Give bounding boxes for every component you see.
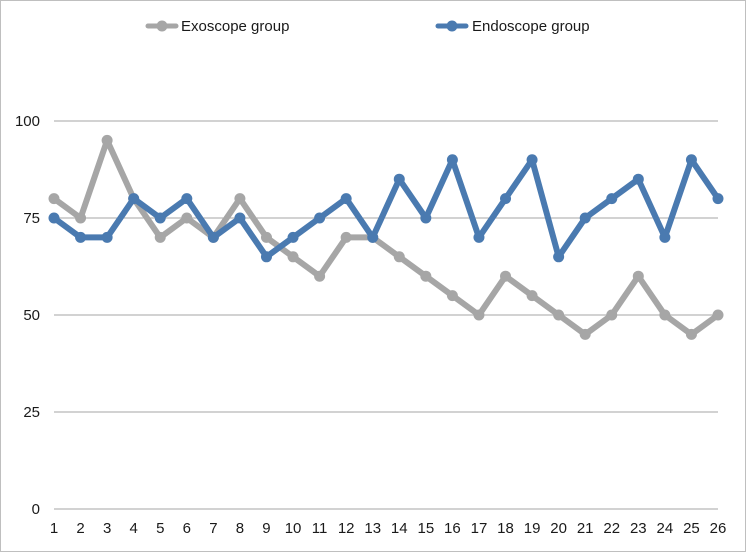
- data-point: [367, 231, 379, 243]
- y-tick-label: 0: [32, 501, 40, 518]
- data-point: [632, 173, 644, 185]
- x-tick-label: 6: [183, 520, 191, 537]
- data-point: [446, 154, 458, 166]
- data-point: [420, 270, 432, 282]
- data-point: [526, 290, 538, 302]
- data-point: [75, 212, 87, 224]
- data-point: [154, 231, 166, 243]
- data-point: [606, 309, 618, 321]
- data-point: [473, 309, 485, 321]
- y-tick-label: 75: [23, 210, 40, 227]
- data-point: [287, 231, 299, 243]
- data-point: [659, 309, 671, 321]
- data-point: [685, 328, 697, 340]
- data-point: [579, 328, 591, 340]
- series-2: [48, 154, 724, 263]
- data-point: [393, 251, 405, 263]
- data-point: [340, 231, 352, 243]
- data-point: [526, 154, 538, 166]
- data-point: [340, 193, 352, 205]
- data-point: [154, 212, 166, 224]
- legend-label: Endoscope group: [472, 18, 590, 35]
- legend-swatch-marker: [446, 20, 458, 32]
- x-tick-label: 3: [103, 520, 111, 537]
- x-tick-label: 13: [364, 520, 381, 537]
- data-point: [260, 251, 272, 263]
- data-point: [579, 212, 591, 224]
- data-point: [314, 212, 326, 224]
- x-tick-label: 16: [444, 520, 461, 537]
- x-tick-label: 12: [338, 520, 355, 537]
- legend: Exoscope group Endoscope group: [145, 18, 590, 35]
- x-tick-label: 20: [550, 520, 567, 537]
- data-point: [632, 270, 644, 282]
- series-layer: [48, 134, 724, 340]
- y-axis-tick-labels: 0 25 50 75 100: [15, 113, 40, 518]
- x-tick-label: 10: [285, 520, 302, 537]
- data-point: [234, 193, 246, 205]
- data-point: [75, 231, 87, 243]
- x-tick-label: 19: [524, 520, 541, 537]
- data-point: [181, 212, 193, 224]
- x-tick-label: 9: [262, 520, 270, 537]
- legend-label: Exoscope group: [181, 18, 289, 35]
- series-line: [51, 156, 721, 260]
- data-point: [712, 309, 724, 321]
- data-point: [234, 212, 246, 224]
- legend-item-2: Endoscope group: [435, 18, 590, 35]
- data-point: [101, 134, 113, 146]
- x-tick-label: 8: [236, 520, 244, 537]
- x-tick-label: 14: [391, 520, 408, 537]
- data-point: [287, 251, 299, 263]
- data-point: [659, 231, 671, 243]
- x-tick-label: 25: [683, 520, 700, 537]
- series-line: [51, 137, 721, 338]
- legend-item-1: Exoscope group: [145, 18, 289, 35]
- x-tick-label: 15: [417, 520, 434, 537]
- x-tick-label: 18: [497, 520, 514, 537]
- data-point: [446, 290, 458, 302]
- x-tick-label: 11: [312, 520, 328, 537]
- data-point: [553, 309, 565, 321]
- data-point: [685, 154, 697, 166]
- legend-swatch-marker: [156, 20, 168, 32]
- x-tick-label: 26: [710, 520, 727, 537]
- x-tick-label: 24: [657, 520, 674, 537]
- data-point: [393, 173, 405, 185]
- data-point: [260, 231, 272, 243]
- data-point: [500, 193, 512, 205]
- x-tick-label: 17: [471, 520, 488, 537]
- x-tick-label: 5: [156, 520, 164, 537]
- data-point: [181, 193, 193, 205]
- data-point: [553, 251, 565, 263]
- x-tick-label: 2: [76, 520, 84, 537]
- x-tick-label: 22: [603, 520, 620, 537]
- x-tick-label: 7: [209, 520, 217, 537]
- y-tick-label: 50: [23, 307, 40, 324]
- data-point: [606, 193, 618, 205]
- series-1: [48, 134, 724, 340]
- data-point: [48, 212, 60, 224]
- x-tick-label: 1: [50, 520, 58, 537]
- y-tick-label: 100: [15, 113, 40, 130]
- data-point: [314, 270, 326, 282]
- data-point: [473, 231, 485, 243]
- data-point: [48, 193, 60, 205]
- data-point: [128, 193, 140, 205]
- x-tick-label: 21: [577, 520, 594, 537]
- data-point: [420, 212, 432, 224]
- data-point: [712, 193, 724, 205]
- x-tick-label: 4: [130, 520, 138, 537]
- data-point: [101, 231, 113, 243]
- x-tick-label: 23: [630, 520, 647, 537]
- y-tick-label: 25: [23, 404, 40, 421]
- gridlines: [54, 120, 718, 510]
- data-point: [207, 231, 219, 243]
- data-point: [500, 270, 512, 282]
- x-axis-tick-labels: 1 2 3 4 5 6 7 8 9 10 11 12 13 14 15 16 17 18 19 20 21 22 23 24 2…: [50, 520, 727, 537]
